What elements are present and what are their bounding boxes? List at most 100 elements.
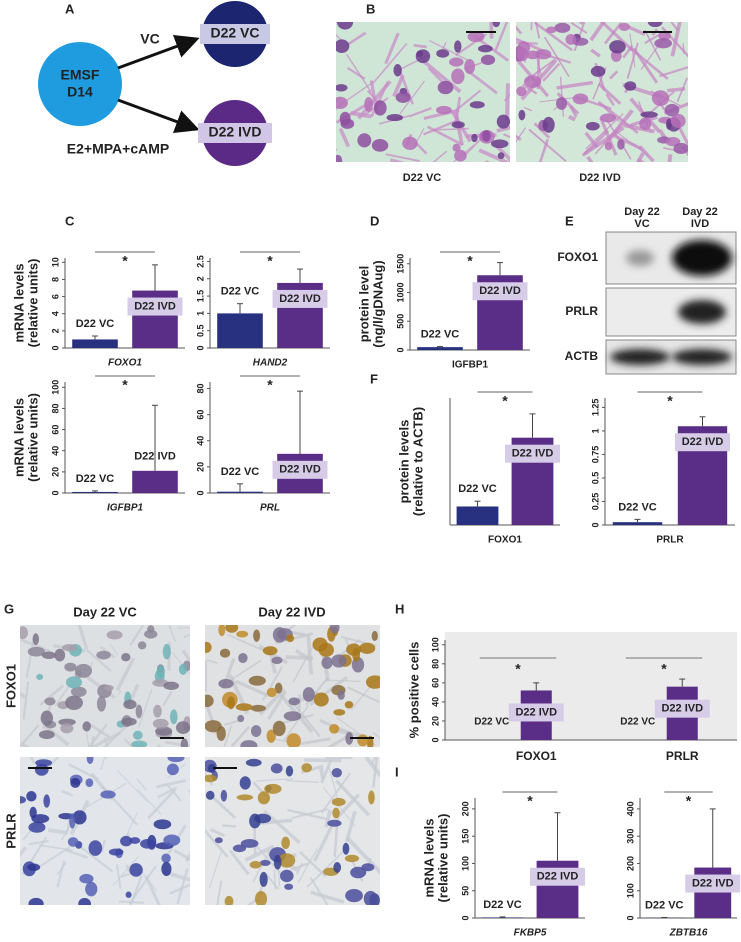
cell	[255, 891, 267, 907]
x-axis-label: FOXO1	[488, 535, 522, 546]
y-tick-label: 0	[430, 737, 440, 742]
cell	[225, 896, 234, 907]
cell	[69, 813, 75, 828]
cell	[436, 106, 452, 114]
y-tick-label: 0	[195, 490, 205, 495]
cell	[79, 874, 93, 884]
significance: *	[122, 253, 128, 269]
cell	[260, 860, 271, 866]
y-tick-label: 100	[460, 856, 470, 871]
cell	[241, 839, 259, 848]
cell	[29, 807, 36, 819]
cell	[639, 118, 651, 130]
cell	[334, 39, 349, 53]
cell	[26, 791, 36, 802]
cell	[357, 133, 371, 147]
panel-label: F	[370, 371, 378, 386]
cell	[89, 840, 103, 856]
condition: E2+MPA+cAMP	[67, 141, 169, 157]
cell	[258, 791, 270, 804]
significance: *	[267, 253, 273, 269]
cell	[181, 738, 188, 750]
y-tick-label: 0	[460, 915, 470, 920]
y-tick-label: 0.5	[195, 324, 205, 337]
cell	[337, 15, 353, 30]
cell	[39, 730, 55, 739]
y-tick-label: 0	[195, 345, 205, 350]
y-axis-label: % positive cells	[406, 642, 421, 739]
cell	[393, 64, 401, 76]
cell	[78, 898, 91, 909]
y-tick-label: 100	[50, 380, 60, 395]
cell	[470, 101, 485, 108]
significance: *	[122, 377, 128, 393]
cell	[565, 34, 576, 45]
cell	[273, 627, 286, 643]
cell	[543, 117, 555, 133]
cell	[286, 766, 293, 777]
fiber	[377, 892, 413, 895]
cell	[62, 644, 77, 651]
cell	[36, 674, 43, 680]
bar-label: D22 VC	[76, 473, 115, 485]
cell	[330, 622, 340, 634]
cell	[251, 705, 266, 712]
y-tick-label: 0	[50, 490, 60, 495]
y-tick-label: 400	[625, 801, 635, 816]
cell	[333, 709, 345, 716]
y-axis-label: (ng/l/gDNAug)	[370, 260, 385, 347]
y-tick-label: 150	[460, 829, 470, 844]
cell	[35, 764, 49, 776]
x-axis-label: FKBP5	[514, 928, 547, 937]
cell	[573, 93, 589, 104]
fiber	[286, 657, 313, 658]
panel-label: B	[366, 1, 375, 16]
cell	[163, 644, 171, 660]
cell	[357, 734, 368, 746]
cell	[345, 855, 359, 862]
cell	[167, 764, 179, 776]
cell	[33, 633, 39, 645]
cell	[249, 676, 266, 686]
cell	[138, 641, 147, 649]
cell	[464, 59, 475, 74]
cell	[126, 892, 132, 898]
cell	[402, 137, 417, 150]
bar	[417, 347, 463, 350]
cell	[100, 790, 115, 798]
cell	[471, 134, 478, 142]
y-tick-label: 0.75	[590, 446, 600, 464]
cell	[519, 110, 526, 121]
y-tick-label: 200	[460, 801, 470, 816]
cell	[416, 49, 430, 63]
cell	[41, 711, 53, 726]
cell	[249, 814, 261, 829]
cell	[396, 92, 411, 103]
cell	[319, 643, 334, 657]
cell	[236, 631, 248, 638]
blot-column: VC	[634, 218, 649, 230]
cell	[28, 822, 45, 833]
y-tick-label: 1	[195, 311, 205, 316]
cell	[133, 731, 143, 740]
band	[610, 349, 670, 365]
cell	[144, 630, 157, 639]
cell	[280, 870, 294, 882]
cell	[163, 682, 179, 690]
cell	[157, 665, 165, 678]
cell	[605, 142, 613, 150]
arrow	[118, 100, 194, 128]
band	[672, 240, 732, 276]
cell	[303, 687, 315, 702]
caption: D22 IVD	[579, 172, 621, 184]
caption: D22 VC	[403, 172, 442, 184]
cell	[591, 66, 606, 77]
cell	[454, 40, 461, 52]
y-tick-label: 0	[395, 347, 405, 352]
cell	[333, 862, 341, 873]
y-axis-label: protein levels	[396, 420, 411, 504]
cell	[28, 898, 43, 910]
y-tick-label: 100	[430, 637, 440, 652]
cell	[221, 790, 227, 802]
